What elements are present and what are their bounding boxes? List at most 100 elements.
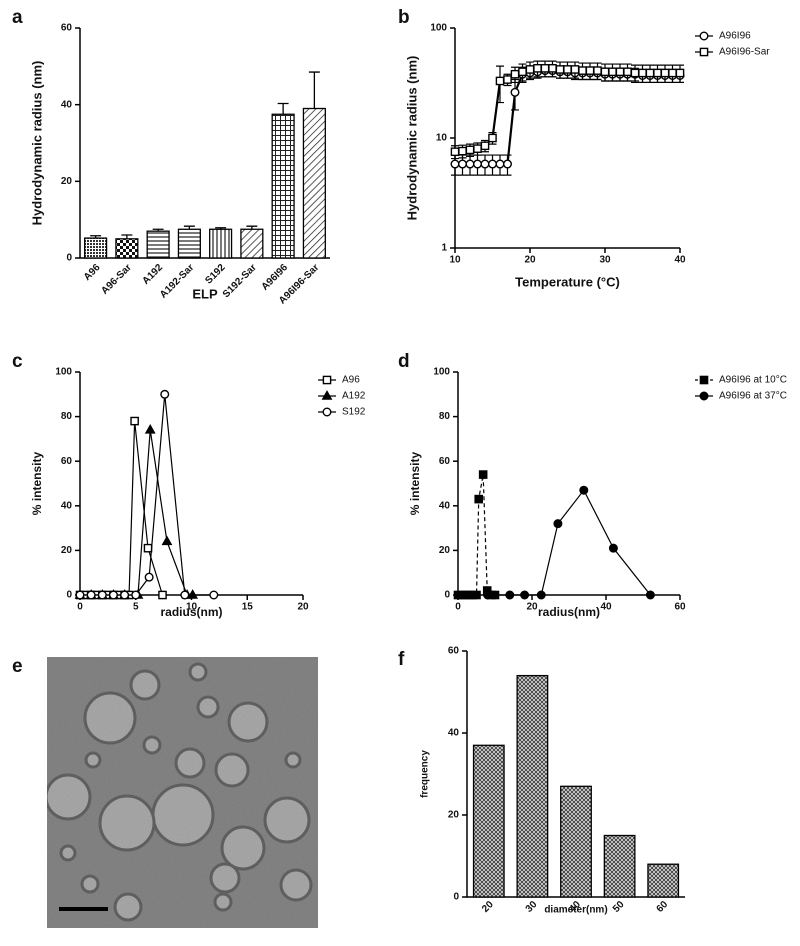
- marker: [474, 494, 484, 504]
- marker: [495, 159, 505, 169]
- marker: [630, 68, 640, 78]
- series-line: [80, 394, 214, 596]
- y-tick-label: 60: [61, 456, 73, 467]
- x-tick-label: 20: [297, 602, 309, 613]
- x-tick-label: 15: [242, 602, 254, 613]
- marker: [108, 590, 118, 600]
- marker: [130, 416, 139, 426]
- y-tick-label: 0: [66, 253, 72, 264]
- y-tick-label: 60: [439, 456, 451, 467]
- marker: [563, 65, 572, 74]
- bar: [84, 237, 108, 259]
- marker: [675, 68, 685, 78]
- marker: [503, 75, 512, 84]
- marker: [472, 590, 481, 600]
- y-axis-label: Hydrodynamic radius (nm): [29, 61, 44, 226]
- y-tick-label: 40: [439, 500, 451, 511]
- y-tick-label: 60: [61, 23, 73, 34]
- y-tick-label: 20: [439, 545, 451, 556]
- y-tick-label: 100: [430, 23, 447, 34]
- y-tick-label: 80: [439, 411, 451, 422]
- legend-label: A96I96: [719, 31, 751, 42]
- marker: [161, 535, 173, 546]
- marker: [458, 159, 468, 169]
- marker: [570, 65, 580, 74]
- marker: [187, 589, 199, 599]
- marker: [473, 159, 483, 169]
- error-bar: [277, 102, 289, 115]
- marker: [465, 145, 475, 155]
- panel-label: d: [398, 351, 410, 372]
- marker: [480, 141, 490, 151]
- marker: [608, 67, 617, 77]
- marker: [465, 159, 475, 169]
- axis-line: [457, 372, 680, 596]
- bar: [472, 744, 505, 898]
- legend-label: A96: [342, 375, 360, 386]
- legend-marker: [322, 375, 332, 385]
- x-tick-label: S192: [203, 262, 228, 287]
- x-tick-label: A96I96: [260, 262, 291, 293]
- bar: [271, 113, 295, 259]
- panel-label: a: [12, 7, 23, 28]
- bar: [240, 228, 264, 259]
- marker: [97, 590, 107, 600]
- legend-marker: [321, 390, 333, 400]
- marker: [120, 590, 130, 600]
- bar: [603, 834, 636, 898]
- marker: [488, 159, 498, 169]
- x-tick-label: A192: [140, 262, 165, 287]
- marker: [180, 590, 190, 600]
- y-tick-label: 100: [433, 367, 450, 378]
- marker: [623, 67, 632, 77]
- marker: [518, 67, 527, 77]
- legend-marker: [322, 407, 332, 417]
- y-tick-label: 0: [66, 590, 72, 601]
- legend-marker: [699, 375, 709, 385]
- marker: [638, 68, 647, 78]
- x-tick-label: 20: [524, 255, 536, 266]
- marker: [600, 67, 610, 77]
- bar: [647, 863, 680, 898]
- marker: [478, 470, 488, 479]
- marker: [495, 76, 505, 86]
- marker: [579, 485, 589, 495]
- marker: [458, 146, 467, 156]
- y-tick-label: 60: [448, 646, 460, 657]
- marker: [505, 590, 515, 600]
- legend-marker: [699, 391, 709, 401]
- marker: [585, 66, 595, 75]
- x-tick-label: A96: [82, 262, 103, 283]
- x-tick-label: 0: [77, 602, 83, 613]
- marker: [450, 159, 460, 169]
- marker: [593, 66, 602, 75]
- panel-label: f: [398, 649, 405, 670]
- marker: [608, 543, 618, 553]
- x-axis-label: radius(nm): [160, 605, 222, 619]
- bar: [209, 228, 233, 259]
- x-tick-label: A96-Sar: [99, 262, 134, 297]
- error-bar: [183, 225, 195, 230]
- x-tick-label: 60: [655, 899, 671, 915]
- legend-label: A96I96 at 37°C: [719, 391, 787, 402]
- panel-label: b: [398, 7, 410, 28]
- legend-marker: [699, 47, 709, 57]
- x-axis-label: ELP: [192, 286, 218, 301]
- y-tick-label: 20: [61, 176, 73, 187]
- y-tick-label: 80: [61, 411, 73, 422]
- bar: [177, 228, 201, 259]
- marker: [160, 389, 170, 399]
- y-tick-label: 10: [436, 133, 448, 144]
- panel-label: c: [12, 351, 23, 372]
- marker: [653, 68, 662, 78]
- x-tick-label: 40: [674, 255, 686, 266]
- x-axis-label: Temperature (°C): [515, 274, 620, 289]
- marker: [473, 144, 482, 153]
- marker: [548, 64, 557, 73]
- marker: [578, 66, 587, 75]
- y-tick-label: 40: [61, 99, 73, 110]
- marker: [209, 590, 219, 600]
- marker: [615, 67, 625, 77]
- x-tick-label: 5: [133, 602, 139, 613]
- x-tick-label: 60: [674, 602, 686, 613]
